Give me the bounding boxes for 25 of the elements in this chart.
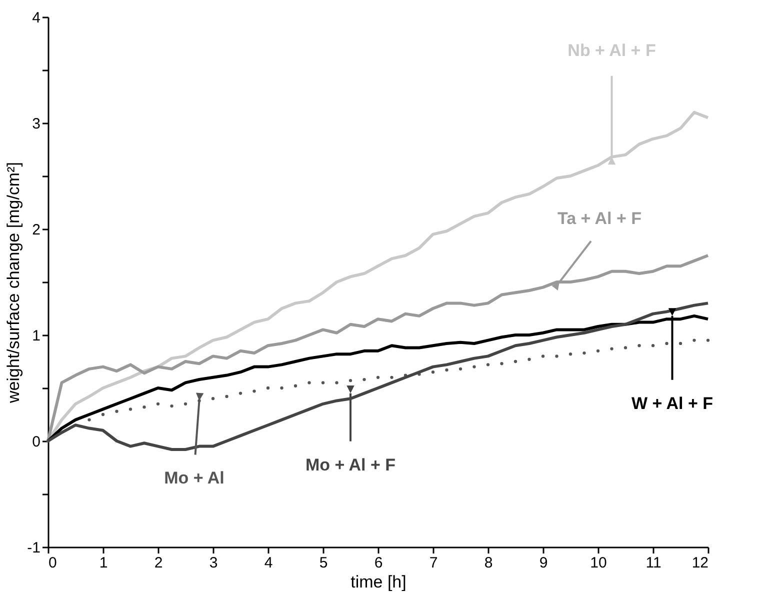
y-tick-label: 2 [32, 222, 40, 238]
y-axis-title: weight/surface change [mg/cm²] [4, 162, 24, 404]
x-tick-label: 3 [209, 554, 218, 572]
x-tick-label: 10 [590, 554, 607, 572]
y-tick-label: 0 [32, 434, 40, 450]
annotation: W + Al + F [631, 394, 714, 413]
x-tick-label: 7 [429, 554, 438, 572]
x-axis-title: time [h] [350, 572, 406, 592]
x-tick-label: 4 [264, 554, 273, 572]
x-tick-label: 2 [154, 554, 163, 572]
x-tick-label: 9 [539, 554, 548, 572]
x-tick-label: 1 [99, 554, 108, 572]
y-tick-label: -1 [27, 540, 40, 556]
x-tick-label: 12 [692, 554, 708, 572]
y-tick-label: 1 [32, 328, 40, 344]
annotation: Mo + Al [164, 468, 224, 488]
x-tick-label: 6 [374, 554, 383, 572]
y-tick-label: 3 [32, 116, 40, 132]
x-tick-label: 11 [646, 554, 662, 572]
x-tick-label: 8 [484, 554, 493, 572]
x-tick-label: 5 [319, 554, 328, 572]
annotation: Mo + Al + F [305, 455, 396, 474]
annotation: Ta + Al + F [557, 209, 642, 228]
x-tick-label: 0 [48, 554, 57, 572]
y-tick-label: 4 [32, 10, 40, 26]
